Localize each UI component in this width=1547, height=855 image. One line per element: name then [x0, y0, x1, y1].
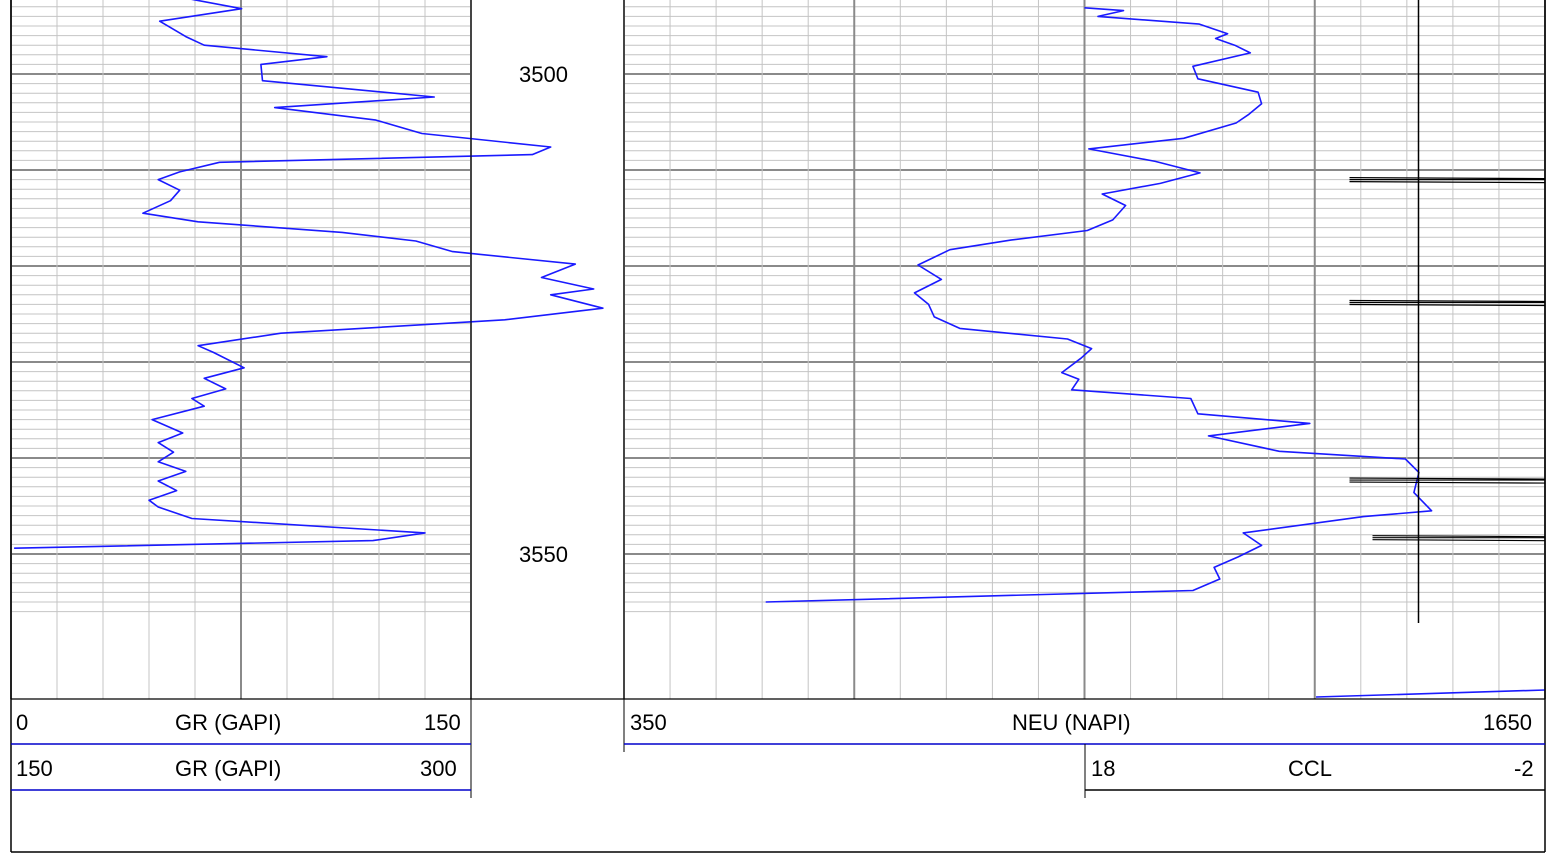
log-frame [10, 0, 1546, 853]
gr-scale-1-left: 0 [16, 710, 29, 735]
ccl-kick-4 [1372, 535, 1546, 538]
ccl-scale-left: 18 [1091, 756, 1116, 781]
log-curves [14, 0, 1546, 698]
ccl-kick-1 [1349, 177, 1546, 180]
neu-curve-tail [1315, 689, 1546, 698]
neu-track-grid [623, 0, 1546, 699]
ccl-kick-1 [1349, 181, 1546, 184]
ccl-scale-mnemonic: CCL [1288, 756, 1333, 781]
ccl-kick-2 [1349, 299, 1546, 303]
neu-scale-left: 350 [630, 710, 667, 735]
gr-scale-2-left: 150 [16, 756, 53, 781]
gr-scale-1-right: 150 [424, 710, 461, 735]
neu-scale-mnemonic: NEU (NAPI) [1012, 710, 1131, 735]
gr-curve [14, 0, 604, 549]
depth-label-3550: 3550 [519, 542, 568, 567]
gr-track-grid [10, 0, 472, 699]
neu-scale-right: 1650 [1483, 710, 1532, 735]
depth-label-3500: 3500 [519, 62, 568, 87]
gr-scale-2-right: 300 [420, 756, 457, 781]
ccl-kick-4 [1372, 539, 1546, 542]
gr-scale-1-mnemonic: GR (GAPI) [175, 710, 282, 735]
ccl-scale-right: -2 [1514, 756, 1534, 781]
ccl-kick-3 [1349, 477, 1546, 480]
neu-curve [765, 7, 1433, 603]
ccl-kick-3 [1349, 481, 1546, 484]
ccl-kick-2 [1349, 303, 1546, 307]
gr-scale-2-mnemonic: GR (GAPI) [175, 756, 282, 781]
